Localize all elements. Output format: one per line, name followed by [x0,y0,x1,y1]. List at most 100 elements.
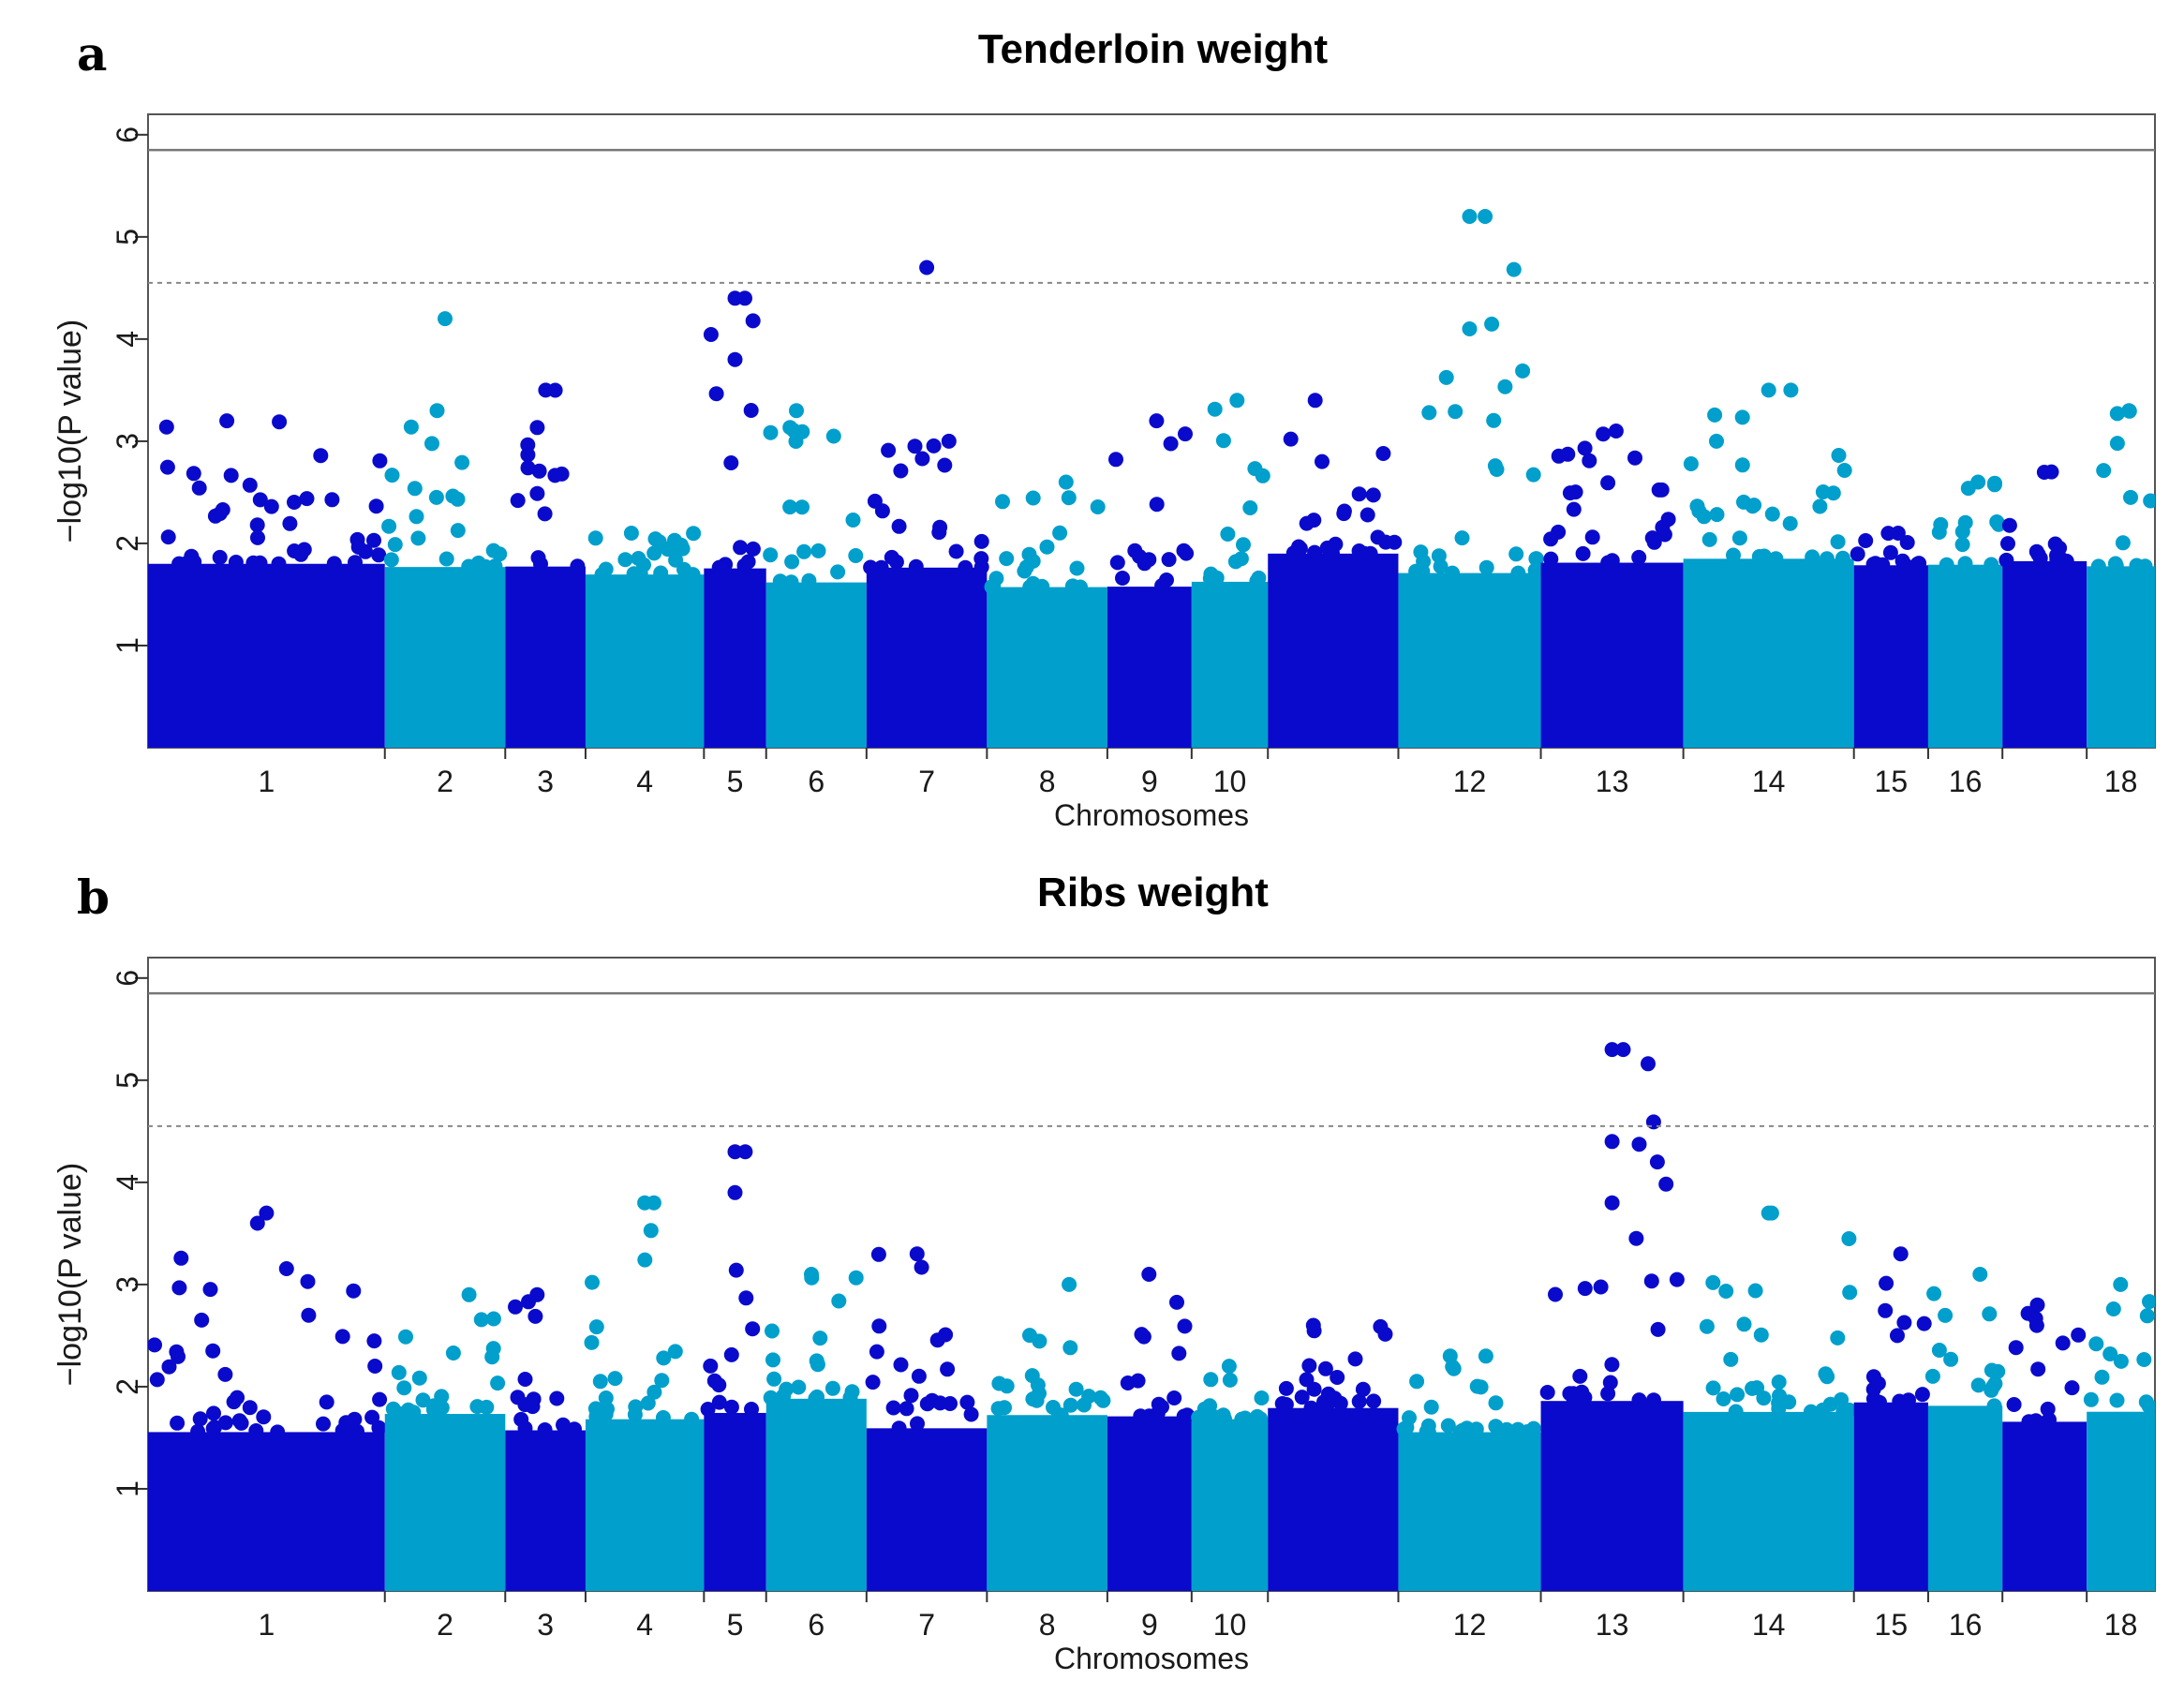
snp-point [929,1332,945,1348]
snp-point [1108,452,1123,468]
chromosome-2-points [381,403,508,748]
snp-point [1510,565,1526,581]
x-tick-label: 18 [2104,1608,2138,1642]
snp-point [1749,1380,1765,1396]
snp-point [1499,1421,1514,1437]
snp-point [1307,544,1323,560]
snp-point [1025,575,1041,591]
snp-point [293,546,309,562]
snp-point [903,1388,919,1404]
snp-point [914,1259,929,1275]
snp-point [1991,516,2007,532]
x-tick-label: 8 [1039,1608,1056,1642]
chromosome-1-points [148,413,388,748]
snp-point [2094,1369,2110,1385]
snp-point [1768,551,1784,567]
snp-point [795,499,810,515]
snp-point [999,1378,1015,1394]
snp-point [454,454,470,470]
snp-point [1986,1398,2002,1414]
snp-point [510,1390,526,1405]
snp-point [907,439,923,454]
x-tick-label: 6 [808,765,825,798]
snp-point [1709,507,1725,523]
snp-point [874,503,890,519]
snp-point [300,1273,316,1289]
x-tick-label: 10 [1213,765,1247,798]
snp-point [531,463,547,479]
snp-point [585,1274,600,1290]
chromosome-11-points [1268,1317,1399,1591]
snp-point [206,1405,221,1421]
snp-point [744,1402,759,1417]
snp-point [1830,1330,1846,1346]
dense-points [2087,1411,2155,1591]
snp-point [527,1308,543,1324]
snp-point-outlier [1604,1195,1620,1211]
x-tick-label: 12 [1453,1608,1487,1642]
panel-label: a [77,26,108,82]
snp-point [909,1246,925,1262]
snp-point [1163,436,1179,452]
snp-point [2143,493,2155,509]
snp-point [1127,543,1143,558]
snp-point [2040,1414,2056,1429]
snp-point [367,1359,383,1374]
snp-point [1911,556,1927,572]
snp-point [623,526,639,541]
snp-point [205,1343,221,1359]
snp-point [1489,462,1505,477]
snp-point [215,502,230,517]
snp-point [911,1368,927,1384]
snp-point [282,515,298,531]
snp-point [1220,527,1236,542]
snp-point [598,561,614,577]
dense-points [148,1432,385,1591]
chromosome-10-points [1191,393,1270,748]
snp-point [1730,1387,1746,1403]
snp-point [788,434,804,449]
snp-point [510,493,526,509]
snp-point [723,455,739,470]
snp-point [910,1416,925,1432]
snp-point [1069,560,1085,576]
snp-point [1510,1421,1526,1437]
dense-points [148,563,385,748]
snp-point [194,1312,210,1328]
y-tick-label: 6 [111,126,144,143]
snp-point [1803,1404,1819,1420]
x-tick-label: 3 [537,765,554,798]
snp-point [492,546,508,562]
snp-point [1734,409,1750,425]
snp-point [984,579,1000,595]
y-tick-label: 3 [111,1276,144,1293]
snp-point [656,1350,672,1366]
snp-point [1890,526,1906,541]
snp-point-outlier [438,311,453,327]
snp-point [891,1420,907,1436]
snp-point [570,558,586,574]
snp-point [383,552,399,568]
snp-point [1207,401,1223,417]
snp-point [1970,1377,1986,1393]
snp-point [700,1402,716,1417]
snp-point [1242,500,1258,515]
snp-point [1924,1368,1940,1384]
dense-points [585,1419,705,1591]
snp-point [242,477,258,493]
snp-point-outlier [1462,209,1478,224]
snp-point [1525,467,1541,483]
snp-point-outlier [727,351,743,367]
snp-point [745,1321,761,1337]
snp-point [2109,1392,2125,1408]
x-tick-label: 9 [1141,765,1158,798]
snp-point [810,1357,825,1373]
dense-points [704,1412,766,1591]
snp-point [384,468,400,483]
snp-point [1805,551,1820,567]
chromosome-1-points [148,1215,388,1591]
snp-point [556,1417,571,1433]
snp-point [2102,1346,2118,1361]
snp-point [1771,1401,1787,1417]
snp-point [2090,558,2106,574]
